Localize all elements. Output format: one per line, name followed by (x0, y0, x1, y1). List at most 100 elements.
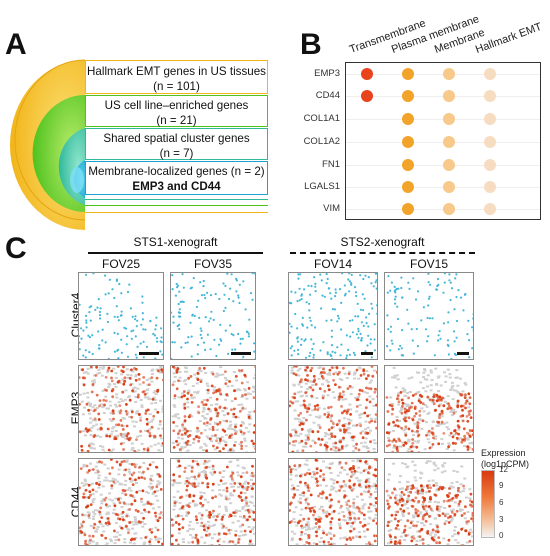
background-cell (132, 496, 136, 499)
background-cell (150, 527, 153, 530)
cluster-cell (334, 351, 337, 354)
expression-cell (183, 402, 187, 406)
background-cell (135, 412, 139, 415)
background-cell (196, 429, 200, 432)
background-cell (437, 486, 441, 489)
expression-cell (337, 385, 341, 389)
expression-cell (300, 439, 304, 443)
cluster-cell (352, 351, 355, 354)
expression-cell (467, 532, 471, 536)
background-cell (428, 506, 432, 509)
background-cell (473, 540, 474, 542)
background-cell (247, 392, 251, 395)
expression-cell (463, 396, 467, 399)
expression-cell (197, 405, 200, 409)
cluster-cell (389, 349, 392, 352)
expression-cell (304, 498, 308, 502)
background-cell (221, 452, 224, 453)
cluster-cell (390, 281, 393, 284)
expression-cell (171, 524, 174, 527)
background-cell (352, 512, 356, 515)
background-cell (428, 500, 432, 503)
expression-cell (418, 529, 422, 533)
background-cell (435, 488, 439, 491)
expression-cell (465, 520, 469, 524)
background-cell (304, 366, 308, 369)
background-cell (417, 418, 421, 421)
background-cell (98, 372, 102, 374)
expression-cell (368, 400, 372, 404)
background-cell (228, 425, 232, 428)
expression-cell (234, 432, 237, 435)
dotplot-dot (443, 90, 455, 102)
background-cell (134, 522, 138, 524)
expression-cell (251, 474, 255, 478)
expression-cell (393, 487, 396, 491)
expression-cell (188, 434, 192, 437)
expression-cell (395, 447, 399, 450)
background-cell (433, 469, 437, 472)
background-cell (347, 509, 351, 512)
expression-cell (142, 470, 145, 474)
background-cell (339, 537, 343, 540)
background-cell (193, 391, 197, 394)
expression-cell (364, 431, 368, 435)
expression-cell (332, 422, 335, 426)
cluster-cell (442, 322, 445, 325)
background-cell (188, 502, 192, 505)
expression-cell (359, 431, 363, 435)
background-cell (414, 479, 418, 482)
expression-cell (368, 420, 371, 424)
expression-cell (208, 437, 212, 441)
expression-cell (375, 426, 377, 430)
background-cell (198, 420, 202, 423)
background-cell (398, 425, 402, 428)
cluster-cell (79, 303, 81, 306)
expression-cell (338, 526, 342, 530)
expression-cell (133, 367, 136, 370)
expression-cell (400, 490, 404, 494)
background-cell (406, 534, 410, 537)
background-cell (101, 367, 105, 370)
expression-cell (140, 476, 144, 479)
cluster-cell (399, 344, 402, 347)
expression-cell (251, 464, 254, 468)
cluster-cell (204, 348, 207, 351)
background-cell (429, 533, 432, 536)
background-cell (328, 500, 332, 503)
scale-bar (457, 352, 469, 355)
background-cell (82, 484, 86, 487)
expression-cell (233, 389, 236, 393)
expression-cell (449, 431, 453, 435)
cluster-cell (297, 353, 300, 356)
expression-cell (98, 510, 102, 514)
expression-cell (458, 500, 462, 503)
background-cell (343, 469, 347, 471)
background-cell (355, 507, 358, 510)
expression-cell (245, 502, 249, 505)
background-cell (472, 540, 473, 543)
expression-cell (215, 439, 218, 443)
background-cell (210, 371, 214, 374)
expression-cell (410, 401, 414, 405)
background-cell (322, 460, 325, 463)
spatial-scatter (289, 459, 377, 545)
background-cell (177, 436, 181, 439)
background-cell (327, 373, 330, 376)
expression-cell (143, 508, 146, 512)
dotplot-dot (443, 136, 455, 148)
background-cell (243, 437, 247, 440)
legend-tick-6: 6 (499, 498, 504, 507)
expression-cell (335, 423, 339, 427)
expression-cell (471, 447, 473, 451)
background-cell (342, 536, 346, 539)
cluster-cell (289, 322, 291, 325)
background-cell (199, 446, 203, 449)
background-cell (451, 385, 455, 387)
background-cell (218, 538, 222, 541)
expression-cell (292, 372, 296, 375)
background-cell (151, 491, 155, 494)
expression-cell (293, 392, 297, 396)
expression-cell (357, 448, 361, 452)
expression-cell (211, 428, 215, 432)
